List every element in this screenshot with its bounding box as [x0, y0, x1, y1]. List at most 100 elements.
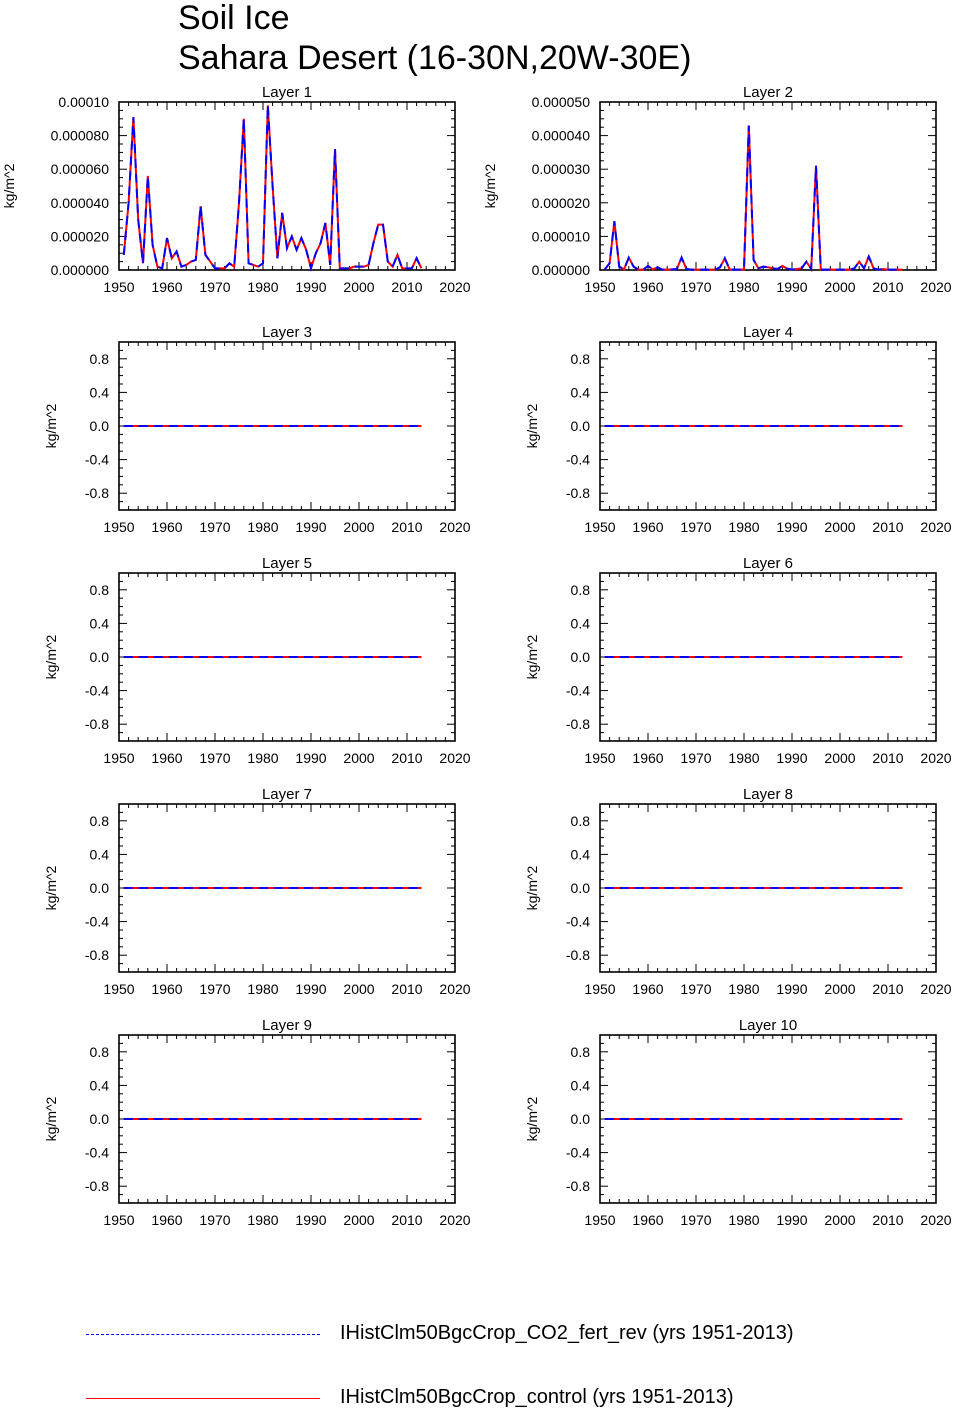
y-tick-label: -0.4	[566, 452, 590, 468]
y-tick-label: -0.8	[85, 716, 109, 732]
x-tick-label: 2020	[920, 750, 951, 766]
x-tick-label: 1990	[295, 519, 326, 535]
x-tick-label: 1990	[776, 279, 807, 295]
y-tick-label: 0.000010	[532, 228, 591, 244]
y-axis-label: kg/m^2	[482, 163, 498, 208]
series-line-co2-fert-rev	[122, 105, 423, 272]
y-tick-label: -0.8	[85, 947, 109, 963]
x-tick-label: 1960	[151, 750, 182, 766]
panel-7: Layer 7 1950 1960 1970 1980 1990 2000 2010 2020 -…	[43, 786, 471, 997]
y-tick-label: 0.000040	[532, 128, 591, 144]
panel-title: Layer 5	[262, 555, 312, 572]
x-tick-label: 2000	[824, 981, 855, 997]
x-tick-label: 1980	[247, 519, 278, 535]
x-tick-label: 1970	[680, 279, 711, 295]
y-tick-label: 0.0	[571, 880, 591, 896]
y-tick-label: 0.000020	[532, 195, 591, 211]
panel-8: Layer 8 1950 1960 1970 1980 1990 2000 2010 2020 -…	[524, 786, 952, 997]
x-tick-label: 2010	[872, 279, 903, 295]
x-tick-label: 1970	[680, 1212, 711, 1228]
panel-title: Layer 3	[262, 324, 312, 341]
y-axis-label: kg/m^2	[43, 403, 59, 448]
y-tick-label: 0.8	[90, 582, 110, 598]
y-axis-label: kg/m^2	[43, 1096, 59, 1141]
y-tick-label: 0.4	[571, 846, 591, 862]
x-tick-label: 2010	[872, 981, 903, 997]
x-tick-label: 1970	[199, 279, 230, 295]
y-tick-label: 0.4	[90, 615, 110, 631]
x-tick-label: 1960	[151, 981, 182, 997]
y-tick-label: 0.0	[90, 649, 110, 665]
y-axis-label: kg/m^2	[43, 634, 59, 679]
x-tick-label: 2000	[343, 1212, 374, 1228]
panel-title: Layer 9	[262, 1017, 312, 1034]
panel-4: Layer 4 1950 1960 1970 1980 1990 2000 2010 2020 -…	[524, 324, 952, 535]
y-axis-label: kg/m^2	[524, 403, 540, 448]
panel-title: Layer 1	[262, 84, 312, 101]
x-tick-label: 1980	[247, 1212, 278, 1228]
x-tick-label: 2020	[920, 981, 951, 997]
y-tick-label: -0.4	[85, 914, 109, 930]
x-tick-label: 1970	[680, 519, 711, 535]
y-tick-label: 0.0	[90, 1111, 110, 1127]
series-line-co2-fert-rev	[604, 125, 903, 273]
y-axis-label: kg/m^2	[43, 865, 59, 910]
x-tick-label: 1960	[151, 1212, 182, 1228]
y-tick-label: 0.0	[571, 649, 591, 665]
x-tick-label: 1960	[632, 750, 663, 766]
y-tick-label: 0.8	[90, 351, 110, 367]
y-tick-label: 0.8	[571, 582, 591, 598]
y-axis-label: kg/m^2	[524, 865, 540, 910]
x-tick-label: 2020	[439, 519, 470, 535]
x-tick-label: 1960	[151, 519, 182, 535]
y-tick-label: 0.00010	[58, 94, 109, 110]
legend-label-control: IHistClm50BgcCrop_control (yrs 1951-2013…	[340, 1386, 734, 1408]
x-tick-label: 2010	[391, 1212, 422, 1228]
x-tick-label: 1950	[584, 1212, 615, 1228]
y-tick-label: -0.8	[566, 1178, 590, 1194]
y-tick-label: -0.8	[566, 947, 590, 963]
plot-frame	[599, 101, 937, 271]
x-tick-label: 1950	[584, 981, 615, 997]
y-tick-label: 0.4	[90, 384, 110, 400]
x-tick-label: 1980	[728, 519, 759, 535]
x-tick-label: 2010	[872, 519, 903, 535]
x-tick-label: 2010	[391, 519, 422, 535]
x-tick-label: 1970	[199, 519, 230, 535]
panel-1: Layer 1 1950 1960 1970 1980 1990 2000 2010 2020 0…	[1, 84, 471, 295]
x-tick-label: 2000	[343, 279, 374, 295]
x-tick-label: 2010	[391, 279, 422, 295]
panel-5: Layer 5 1950 1960 1970 1980 1990 2000 2010 2020 -…	[43, 555, 471, 766]
x-tick-label: 1980	[728, 750, 759, 766]
y-tick-label: 0.0	[571, 418, 591, 434]
x-tick-label: 1960	[632, 279, 663, 295]
y-tick-label: 0.0	[90, 880, 110, 896]
x-tick-label: 1990	[776, 750, 807, 766]
y-tick-label: 0.8	[571, 813, 591, 829]
y-tick-label: 0.000080	[51, 128, 110, 144]
x-tick-label: 1980	[728, 1212, 759, 1228]
figure-subtitle: Sahara Desert (16-30N,20W-30E)	[178, 39, 692, 77]
x-tick-label: 2000	[343, 981, 374, 997]
y-tick-label: 0.4	[571, 615, 591, 631]
x-tick-label: 2000	[343, 519, 374, 535]
x-tick-label: 2010	[391, 981, 422, 997]
y-tick-label: 0.000020	[51, 228, 110, 244]
x-tick-label: 2010	[391, 750, 422, 766]
panel-title: Layer 10	[739, 1017, 797, 1034]
y-tick-label: 0.8	[90, 813, 110, 829]
x-tick-label: 1950	[584, 279, 615, 295]
x-tick-label: 1990	[295, 279, 326, 295]
x-tick-label: 1990	[295, 981, 326, 997]
y-tick-label: 0.0	[90, 418, 110, 434]
panel-title: Layer 8	[743, 786, 793, 803]
x-tick-label: 2020	[439, 279, 470, 295]
panel-6: Layer 6 1950 1960 1970 1980 1990 2000 2010 2020 -…	[524, 555, 952, 766]
x-tick-label: 1950	[584, 750, 615, 766]
panel-2: Layer 2 1950 1960 1970 1980 1990 2000 2010 2020 0…	[482, 84, 952, 295]
x-tick-label: 1970	[199, 750, 230, 766]
x-tick-label: 1960	[632, 981, 663, 997]
x-tick-label: 2020	[920, 1212, 951, 1228]
x-tick-label: 1960	[632, 1212, 663, 1228]
x-tick-label: 1950	[103, 981, 134, 997]
